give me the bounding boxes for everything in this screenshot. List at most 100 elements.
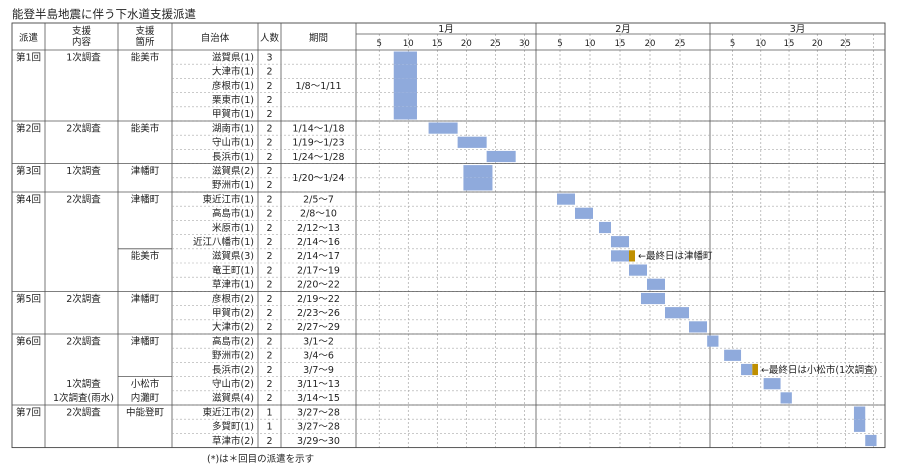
staff-count: 2 <box>266 436 272 447</box>
day-tick-label: 10 <box>585 39 596 49</box>
municipality-name: 守山市(2) <box>212 378 254 390</box>
staff-count: 2 <box>266 251 272 262</box>
gantt-bar <box>780 392 792 404</box>
chart-title: 能登半島地震に伴う下水道支援派遣 <box>12 7 196 21</box>
support-location: 能美市 <box>131 122 160 134</box>
day-tick-label: 25 <box>490 39 501 49</box>
day-tick-label: 5 <box>730 39 735 49</box>
staff-count: 2 <box>266 180 272 191</box>
header-period: 期間 <box>309 33 328 44</box>
gantt-bar <box>393 64 417 79</box>
gantt-bar <box>629 264 647 276</box>
period-text: 3/14～15 <box>297 393 340 404</box>
municipality-name: 守山市(1) <box>212 137 254 149</box>
gantt-bar <box>665 307 689 319</box>
gantt-bar <box>486 150 516 163</box>
gantt-bar-last-day <box>752 363 758 376</box>
municipality-name: 湖南市(1) <box>212 122 254 134</box>
municipality-name: 滋賀県(4) <box>212 392 254 404</box>
support-location: 内灘町 <box>131 392 160 404</box>
dispatch-label: 第7回 <box>16 406 41 418</box>
day-tick-label: 15 <box>432 39 443 49</box>
table-grid <box>11 22 886 449</box>
period-text: 2/23～26 <box>297 308 340 319</box>
municipality-name: 東近江市(2) <box>203 406 254 418</box>
gantt-bar <box>599 221 611 234</box>
header-location: 箇所 <box>135 36 155 48</box>
municipality-name: 竜王町(1) <box>212 264 254 276</box>
gantt-bar <box>724 349 742 361</box>
support-location: 小松市 <box>131 378 160 390</box>
header-content: 支援 <box>72 25 92 37</box>
staff-count: 2 <box>266 265 272 276</box>
month-label: 3月 <box>790 24 806 35</box>
dispatch-label: 第3回 <box>16 165 41 177</box>
municipality-name: 高島市(2) <box>212 335 254 347</box>
gantt-bar <box>463 165 493 178</box>
period-text: 3/27～28 <box>297 407 340 418</box>
dispatch-label: 第5回 <box>16 293 41 305</box>
support-location: 津幡町 <box>131 165 160 177</box>
month-label: 2月 <box>615 24 631 35</box>
staff-count: 2 <box>266 351 272 362</box>
staff-count: 2 <box>266 67 272 78</box>
period-text: 1/20～1/24 <box>292 173 344 184</box>
day-tick-label: 20 <box>812 39 823 49</box>
header-dispatch: 派遣 <box>19 32 39 44</box>
gantt-bar <box>865 434 877 447</box>
staff-count: 2 <box>266 209 272 220</box>
gantt-bar <box>641 292 665 305</box>
staff-count: 2 <box>266 95 272 106</box>
gantt-bar <box>393 106 417 120</box>
bar-annotation: ←最終日は津幡町 <box>638 250 713 262</box>
gantt-bar <box>393 78 417 93</box>
period-text: 1/14～1/18 <box>292 123 344 134</box>
staff-count: 2 <box>266 379 272 390</box>
period-text: 2/5～7 <box>303 194 334 205</box>
dispatch-label: 第4回 <box>16 193 41 205</box>
support-content: 1次調査(雨水) <box>53 392 114 404</box>
period-text: 1/19～1/23 <box>292 138 344 149</box>
gantt-bar <box>647 278 665 290</box>
support-content: 1次調査 <box>66 51 101 63</box>
municipality-name: 野洲市(1) <box>212 179 254 191</box>
staff-count: 3 <box>266 52 272 63</box>
period-text: 2/14～16 <box>297 237 340 248</box>
municipality-name: 東近江市(1) <box>203 193 254 205</box>
period-text: 2/8～10 <box>300 209 337 220</box>
gantt-bar <box>611 250 629 262</box>
municipality-name: 甲賀市(2) <box>212 307 254 319</box>
support-location: 能美市 <box>131 51 160 63</box>
day-tick-label: 30 <box>519 39 530 49</box>
gantt-bar <box>741 363 753 376</box>
municipality-name: 草津市(1) <box>212 279 254 291</box>
staff-count: 2 <box>266 138 272 149</box>
gantt-bar <box>557 193 575 205</box>
staff-count: 2 <box>266 336 272 347</box>
gantt-bar <box>853 406 866 420</box>
period-text: 3/29～30 <box>297 436 340 447</box>
gantt-bar <box>853 419 866 432</box>
day-tick-label: 10 <box>755 39 766 49</box>
gantt-bar <box>463 177 493 191</box>
bar-annotations: ←最終日は津幡町 ←最終日は小松市(1次調査) <box>638 250 877 376</box>
day-tick-label: 5 <box>557 39 562 49</box>
gantt-bar <box>457 136 487 148</box>
period-text: 1/24～1/28 <box>292 152 344 163</box>
dispatch-label: 第1回 <box>16 51 41 63</box>
day-tick-label: 15 <box>615 39 626 49</box>
municipality-name: 長浜市(2) <box>212 364 254 376</box>
support-content: 2次調査 <box>66 293 101 305</box>
staff-count: 2 <box>266 308 272 319</box>
staff-count: 2 <box>266 294 272 305</box>
staff-count: 2 <box>266 194 272 205</box>
gantt-bar-last-day <box>629 250 635 262</box>
staff-count: 2 <box>266 152 272 163</box>
municipality-name: 多賀町(1) <box>212 421 254 433</box>
period-text: 1/8～1/11 <box>295 81 341 92</box>
support-content: 1次調査 <box>66 378 101 390</box>
municipality-name: 草津市(2) <box>212 435 254 447</box>
period-text: 2/17～19 <box>297 265 340 276</box>
support-content: 1次調査 <box>66 165 101 177</box>
